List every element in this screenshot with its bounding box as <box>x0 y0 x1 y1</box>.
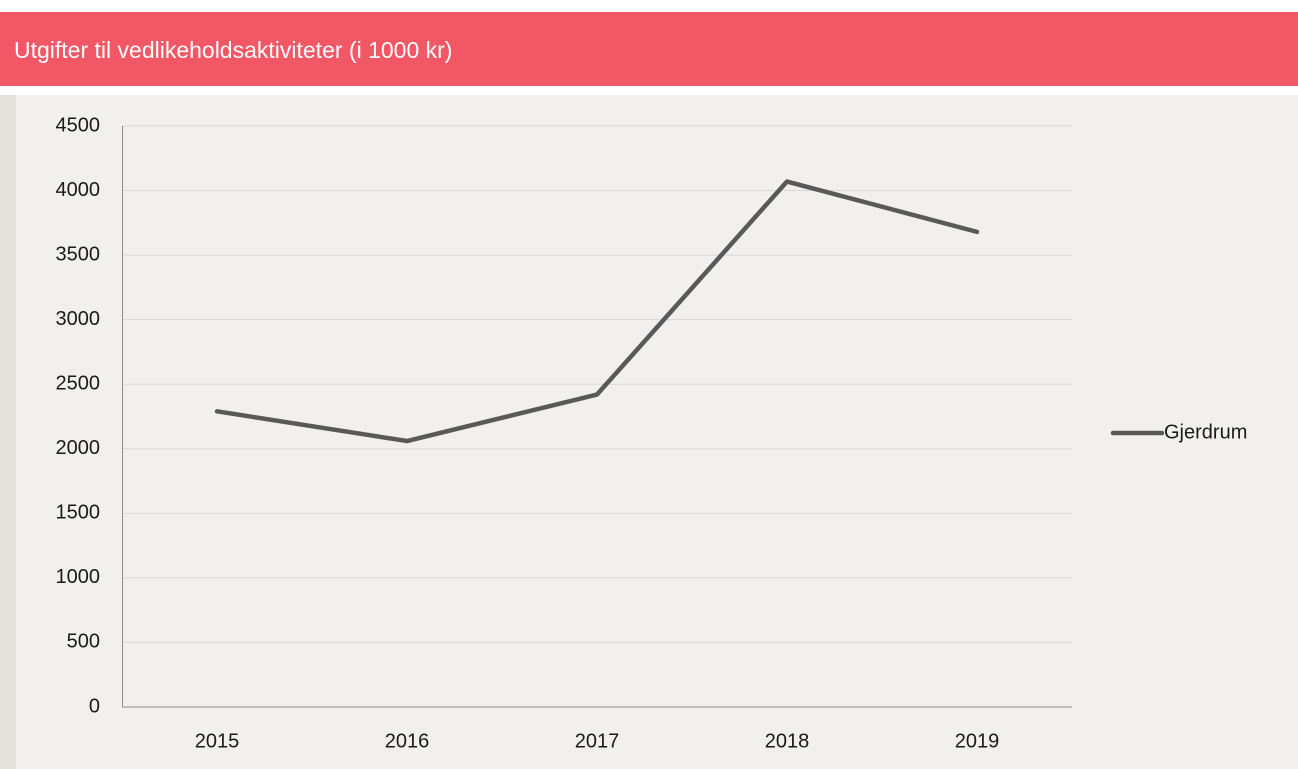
y-tick-label: 2500 <box>56 373 101 395</box>
y-tick-label: 4500 <box>56 114 101 136</box>
x-tick-label: 2015 <box>195 730 240 752</box>
y-tick-label: 2000 <box>56 437 101 459</box>
x-tick-label: 2019 <box>955 730 1000 752</box>
y-tick-label: 1500 <box>56 502 101 524</box>
y-tick-label: 4000 <box>56 179 101 201</box>
left-strip <box>0 95 16 769</box>
data-line <box>214 179 980 444</box>
legend-label: Gjerdrum <box>1164 421 1247 443</box>
y-tick-label: 500 <box>67 631 100 653</box>
y-tick-label: 3500 <box>56 243 101 265</box>
x-tick-label: 2017 <box>575 730 620 752</box>
header-bar <box>0 12 1298 86</box>
y-tick-label: 0 <box>89 695 100 717</box>
x-tick-label: 2018 <box>765 730 810 752</box>
y-tick-label: 1000 <box>56 566 101 588</box>
chart-background <box>0 95 1298 769</box>
y-tick-label: 3000 <box>56 308 101 330</box>
x-tick-label: 2016 <box>385 730 430 752</box>
header-title: Utgifter til vedlikeholdsaktiviteter (i … <box>14 37 453 63</box>
